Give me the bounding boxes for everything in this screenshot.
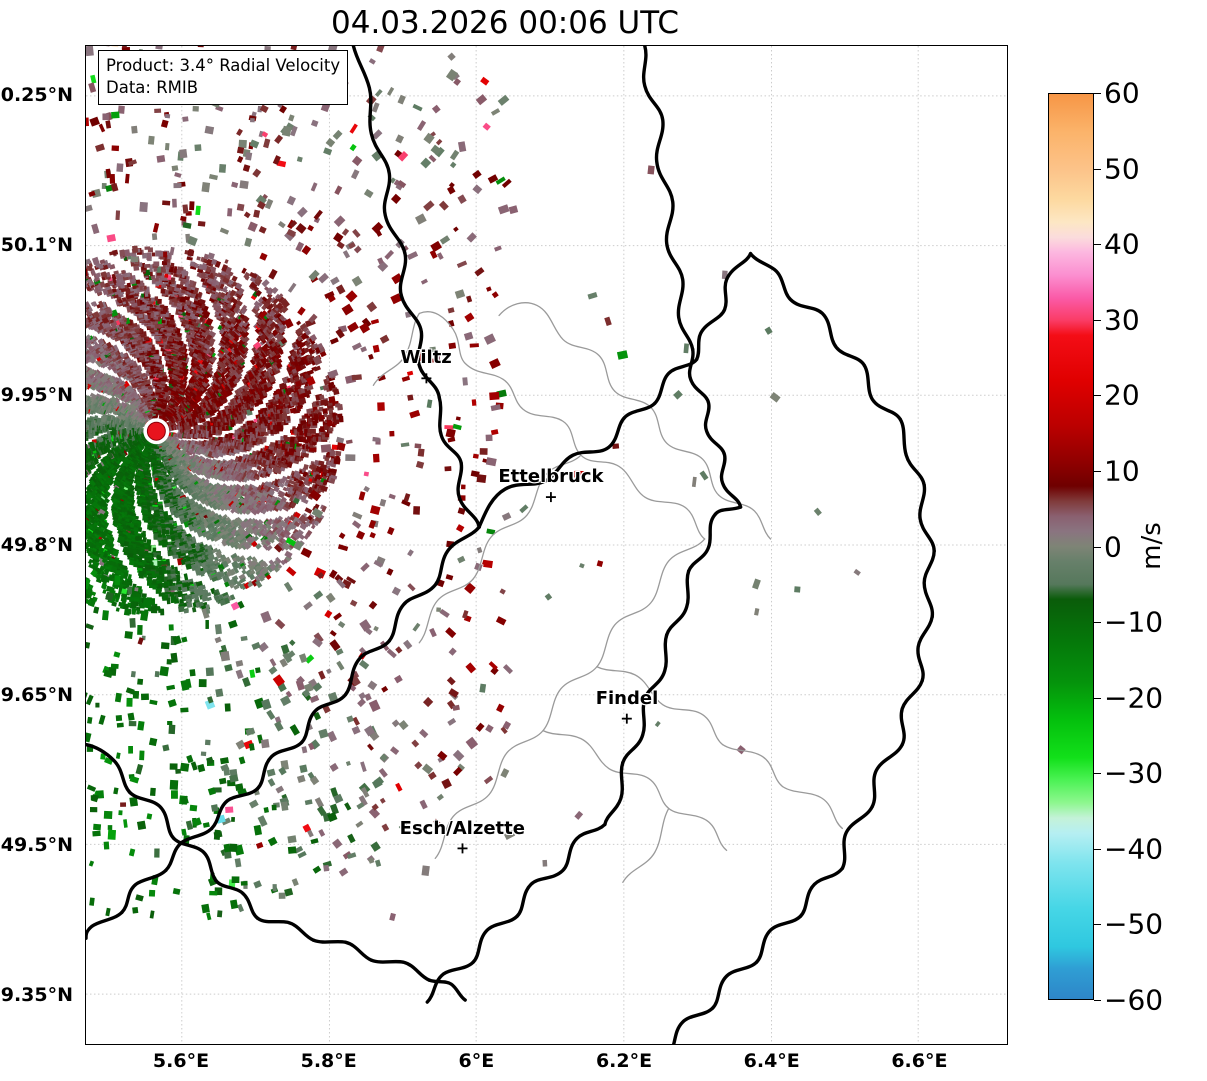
radar-echo-field — [86, 46, 861, 922]
colorbar-tick-mark — [1094, 848, 1101, 850]
longitude-tick-label: 5.6°E — [152, 1050, 210, 1072]
colorbar-tick-mark — [1094, 395, 1101, 397]
colorbar-tick-mark — [1094, 470, 1101, 472]
city-label-findel: Findel — [595, 688, 659, 709]
colorbar-tick-label: −20 — [1104, 681, 1164, 715]
colorbar-tick-mark — [1094, 924, 1101, 926]
colorbar-tick-label: 40 — [1104, 227, 1140, 261]
city-cross-marker — [545, 492, 556, 503]
latitude-tick-label: 49.8°N — [0, 534, 73, 556]
colorbar-tick-mark — [1094, 697, 1101, 699]
gridlines — [86, 46, 1007, 1044]
colorbar[interactable] — [1048, 93, 1094, 1000]
colorbar-tick-label: 30 — [1104, 303, 1140, 337]
canton-borders — [372, 302, 844, 883]
city-markers — [421, 373, 632, 854]
colorbar-gradient — [1049, 94, 1093, 999]
colorbar-tick-mark — [1094, 244, 1101, 246]
colorbar-tick-label: −10 — [1104, 605, 1164, 639]
colorbar-unit-label: m/s — [1137, 522, 1167, 570]
colorbar-tick-label: −30 — [1104, 756, 1164, 790]
longitude-tick-label: 5.8°E — [300, 1050, 357, 1072]
colorbar-tick-label: 10 — [1104, 454, 1140, 488]
national-borders — [86, 46, 936, 1044]
colorbar-tick-mark — [1094, 168, 1101, 170]
city-label-ettelbruck: Ettelbruck — [498, 466, 604, 487]
radar-station-marker — [143, 418, 170, 445]
city-cross-marker — [457, 843, 468, 854]
colorbar-tick-label: 60 — [1104, 76, 1140, 110]
data-source-line: Data: RMIB — [106, 77, 199, 97]
city-label-wiltz: Wiltz — [400, 347, 452, 368]
city-cross-marker — [621, 713, 632, 724]
longitude-tick-label: 6°E — [458, 1050, 495, 1072]
colorbar-tick-mark — [1094, 1000, 1101, 1001]
latitude-tick-label: 49.95°N — [0, 384, 73, 406]
latitude-tick-label: 50.1°N — [0, 234, 73, 256]
colorbar-tick-mark — [1094, 773, 1101, 775]
product-line: Product: 3.4° Radial Velocity — [106, 56, 341, 75]
latitude-tick-label: 49.5°N — [0, 834, 73, 856]
colorbar-tick-mark — [1094, 622, 1101, 624]
longitude-tick-label: 6.2°E — [595, 1050, 653, 1072]
colorbar-tick-label: 0 — [1104, 530, 1122, 563]
colorbar-tick-label: 20 — [1104, 378, 1140, 412]
latitude-tick-label: 49.35°N — [0, 984, 73, 1006]
map-canvas — [86, 46, 1007, 1044]
colorbar-tick-label: −50 — [1104, 907, 1164, 941]
colorbar-tick-mark — [1094, 546, 1101, 548]
latitude-tick-label: 49.65°N — [0, 684, 73, 706]
longitude-tick-label: 6.4°E — [743, 1050, 800, 1072]
city-label-esch-alzette: Esch/Alzette — [399, 818, 525, 839]
latitude-tick-label: 50.25°N — [0, 84, 73, 106]
colorbar-tick-label: −60 — [1104, 983, 1164, 1017]
longitude-tick-label: 6.6°E — [891, 1050, 948, 1072]
colorbar-tick-label: −40 — [1104, 832, 1164, 866]
figure-title: 04.03.2026 00:06 UTC — [331, 5, 679, 41]
map-plot-area[interactable] — [85, 45, 1008, 1045]
colorbar-tick-mark — [1094, 319, 1101, 321]
city-cross-marker — [421, 373, 432, 384]
product-info-box: Product: 3.4° Radial Velocity Data: RMIB — [98, 50, 349, 105]
colorbar-tick-label: 50 — [1104, 152, 1140, 186]
colorbar-tick-mark — [1094, 93, 1101, 94]
